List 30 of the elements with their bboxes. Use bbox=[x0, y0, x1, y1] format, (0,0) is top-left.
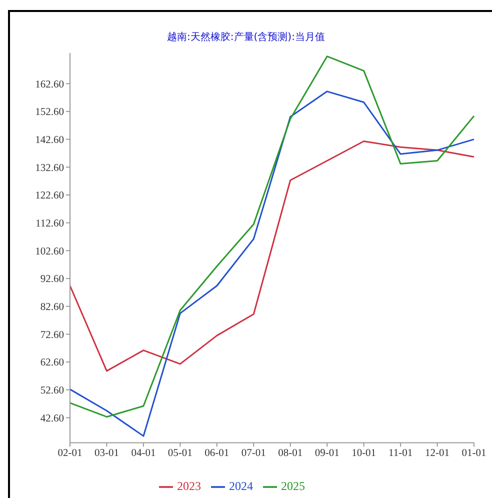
y-tick-label: 142.60 bbox=[35, 135, 64, 146]
chart-title: 越南:天然橡胶:产量(含预测):当月值 bbox=[166, 30, 326, 44]
y-tick-label: 132.60 bbox=[35, 162, 64, 174]
x-tick-label: 07-01 bbox=[241, 448, 266, 460]
y-tick-label: 72.60 bbox=[40, 330, 64, 341]
legend-label: 2024 bbox=[229, 478, 253, 493]
x-tick-label: 06-01 bbox=[204, 448, 230, 460]
x-tick-label: 03-01 bbox=[94, 448, 119, 460]
x-tick-label: 12-01 bbox=[425, 448, 450, 460]
legend-label: 2023 bbox=[177, 478, 201, 493]
y-tick-label: 92.60 bbox=[40, 274, 64, 286]
y-tick-label: 102.60 bbox=[35, 246, 64, 258]
y-tick-label: 62.60 bbox=[40, 358, 64, 369]
y-tick-label: 42.60 bbox=[40, 413, 64, 424]
y-tick-label: 152.60 bbox=[35, 107, 64, 118]
x-tick-label: 04-01 bbox=[131, 448, 156, 460]
y-tick-label: 162.60 bbox=[35, 79, 64, 90]
y-tick-label: 122.60 bbox=[35, 190, 64, 202]
x-tick-label: 11-01 bbox=[388, 448, 413, 460]
x-tick-label: 09-01 bbox=[314, 448, 340, 460]
y-tick-label: 52.60 bbox=[40, 386, 64, 397]
line-series bbox=[69, 140, 475, 372]
x-tick-label: 02-01 bbox=[58, 448, 82, 460]
x-tick-label: 08-01 bbox=[278, 448, 303, 460]
x-tick-label: 05-01 bbox=[168, 448, 192, 460]
x-tick-label: 10-01 bbox=[352, 448, 376, 460]
x-tick-label: 01-01 bbox=[462, 448, 486, 460]
y-tick-label: 112.60 bbox=[36, 218, 64, 230]
legend-label: 2025 bbox=[281, 478, 305, 493]
y-tick-label: 82.60 bbox=[40, 302, 64, 314]
